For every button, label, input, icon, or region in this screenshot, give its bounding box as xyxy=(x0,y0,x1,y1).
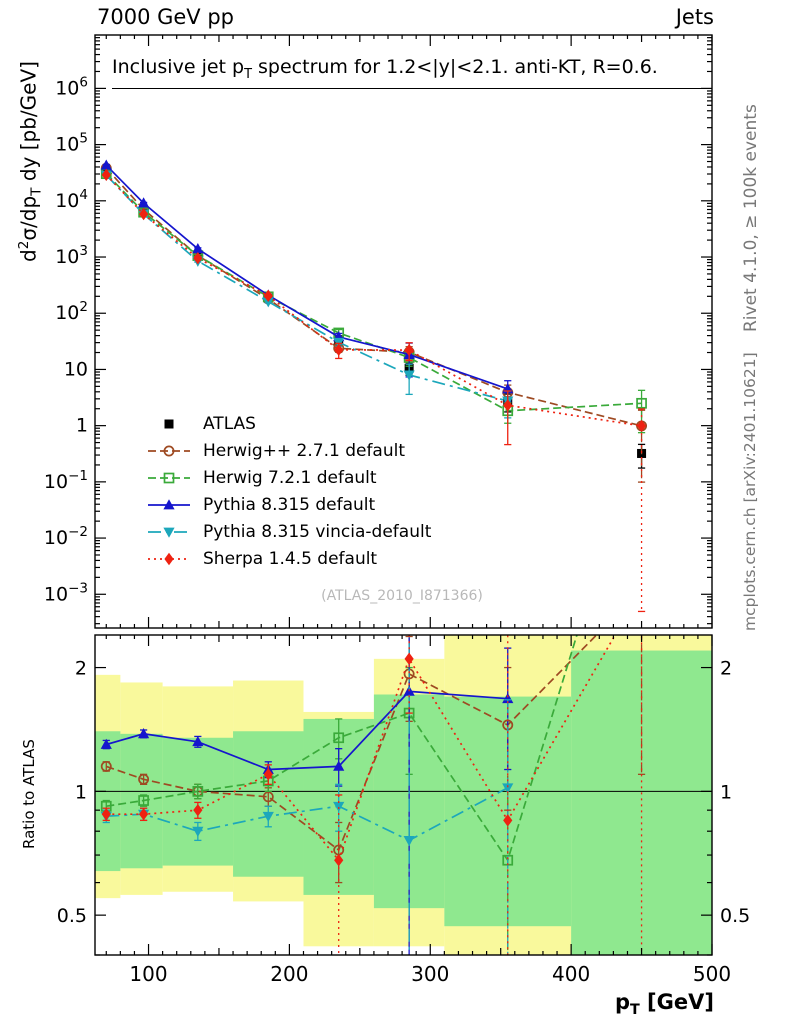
ratio-y-tick-label-right: 0.5 xyxy=(720,905,750,927)
legend-label: Pythia 8.315 vincia-default xyxy=(203,521,432,542)
ratio-series-sherpa-1-4-5-default xyxy=(101,635,643,955)
legend-item-pythia-8-315-default: Pythia 8.315 default xyxy=(147,491,431,518)
x-tick-label: 300 xyxy=(411,962,449,986)
legend-label: Herwig++ 2.7.1 default xyxy=(203,440,406,461)
main-y-tick-label: 103 xyxy=(55,243,88,268)
main-y-tick-label: 104 xyxy=(55,187,88,212)
main-y-tick-label: 105 xyxy=(55,131,88,156)
legend-label: Sherpa 1.4.5 default xyxy=(203,548,378,569)
main-y-tick-label: 106 xyxy=(55,74,88,99)
legend-marker-herwig-7-2-1-default-icon xyxy=(148,472,190,483)
legend-marker-pythia-8-315-default-icon xyxy=(148,498,190,509)
ratio-y-axis-title: Ratio to ATLAS xyxy=(20,739,38,849)
plot-title: Inclusive jet pT spectrum for 1.2<|y|<2.… xyxy=(112,56,712,89)
legend-item-pythia-8-315-vincia-default: Pythia 8.315 vincia-default xyxy=(147,518,431,545)
x-tick-label: 400 xyxy=(552,962,590,986)
main-series-pythia-8-315-default xyxy=(100,159,514,403)
legend-label: ATLAS xyxy=(203,413,256,434)
legend-item-herwig-2-7-1-default: Herwig++ 2.7.1 default xyxy=(147,437,431,464)
main-series-sherpa-1-4-5-default xyxy=(101,168,647,613)
main-y-tick-label: 1 xyxy=(76,415,88,437)
ratio-axes: 0.5 0.5 1 1 2 2 100 200 300 400 500 xyxy=(57,634,750,986)
legend-item-sherpa-1-4-5-default: Sherpa 1.4.5 default xyxy=(147,545,431,572)
ratio-y-tick-label-right: 2 xyxy=(720,658,732,680)
ratio-y-tick-label-right: 1 xyxy=(720,781,732,803)
main-axes: 10−3 10−2 10−1 1 10 102 103 104 105 106 xyxy=(44,34,713,629)
uncertainty-bands xyxy=(95,635,712,955)
ratio-y-tick-label: 2 xyxy=(75,658,87,680)
legend-label: Herwig 7.2.1 default xyxy=(203,467,377,488)
process-label: Jets xyxy=(675,5,714,29)
data-uncertainty-inner-band xyxy=(162,737,234,866)
legend-marker-herwig-2-7-1-default-icon xyxy=(148,445,190,456)
main-y-tick-label: 10−3 xyxy=(44,580,88,605)
ratio-y-tick-label: 1 xyxy=(75,781,87,803)
main-series-herwig-7-2-1-default xyxy=(100,168,647,434)
legend-item-atlas: ATLAS xyxy=(147,410,431,437)
data-uncertainty-inner-band xyxy=(571,650,712,955)
x-tick-label: 100 xyxy=(129,962,167,986)
main-y-tick-label: 102 xyxy=(55,299,88,324)
main-y-axis-title: d2σ/dpT dy [pb/GeV] xyxy=(16,61,45,262)
legend-label: Pythia 8.315 default xyxy=(203,494,376,515)
beam-energy-label: 7000 GeV pp xyxy=(97,5,235,29)
x-tick-label: 200 xyxy=(270,962,308,986)
legend-marker-pythia-8-315-vincia-default-icon xyxy=(148,527,190,538)
legend-marker-sherpa-1-4-5-default-icon xyxy=(148,552,190,565)
main-y-tick-label: 10−1 xyxy=(44,468,88,493)
legend-item-herwig-7-2-1-default: Herwig 7.2.1 default xyxy=(147,464,431,491)
main-series-pythia-8-315-vincia-default xyxy=(100,170,514,419)
ratio-y-tick-label: 0.5 xyxy=(57,905,87,927)
legend-marker-atlas-icon xyxy=(164,419,174,428)
analysis-id-watermark: (ATLAS_2010_I871366) xyxy=(321,588,483,604)
rivet-version-label: Rivet 4.1.0, ≥ 100k events xyxy=(741,104,761,332)
x-tick-label: 500 xyxy=(693,962,731,986)
mcplots-attribution-label: mcplots.cern.ch [arXiv:2401.10621] xyxy=(741,352,759,631)
data-uncertainty-inner-band xyxy=(120,733,163,869)
main-y-tick-label: 10−2 xyxy=(44,524,88,549)
x-axis-title: pT [GeV] xyxy=(614,990,714,1019)
legend: ATLAS Herwig++ 2.7.1 default Herwig 7.2.1 … xyxy=(147,410,431,572)
main-y-tick-label: 10 xyxy=(64,358,88,380)
